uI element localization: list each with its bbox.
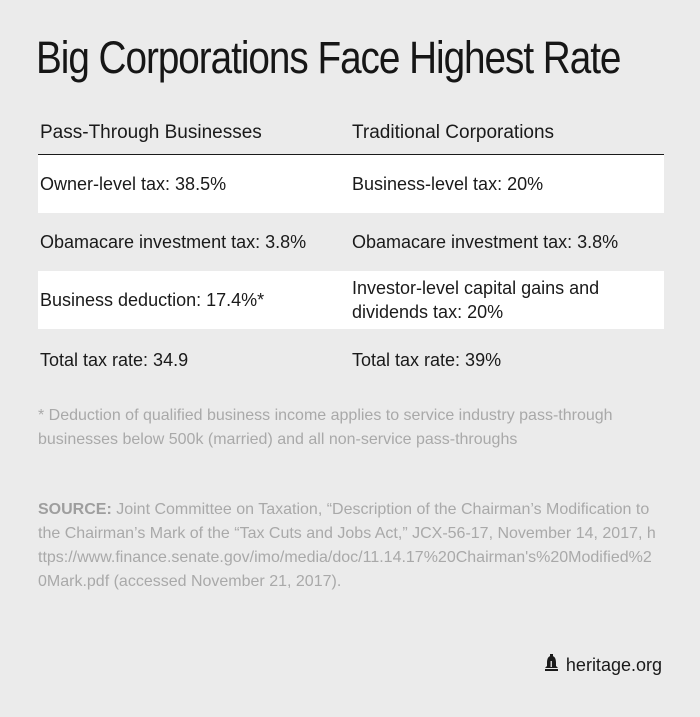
table-cell: Business-level tax: 20%: [352, 174, 544, 194]
table-row: Obamacare investment tax: 3.8% Obamacare…: [38, 213, 664, 271]
liberty-bell-icon: [544, 654, 559, 676]
column-header-corporations: Traditional Corporations: [352, 122, 555, 143]
table-row: Business deduction: 17.4%* Investor-leve…: [38, 271, 664, 329]
page-title: Big Corporations Face Highest Rate: [36, 32, 621, 83]
footnote: * Deduction of qualified business income…: [38, 407, 613, 448]
table-cell: Total tax rate: 39%: [352, 350, 502, 370]
brand-text[interactable]: heritage.org: [565, 654, 662, 675]
brand: heritage.org: [544, 654, 662, 676]
table-cell: Investor-level capital gains and dividen…: [352, 278, 600, 322]
column-header-pass-through: Pass-Through Businesses: [40, 122, 262, 143]
table-cell: Obamacare investment tax: 3.8%: [352, 232, 619, 252]
source-label: SOURCE:: [38, 501, 112, 518]
comparison-table: Pass-Through Businesses Traditional Corp…: [38, 112, 664, 391]
table-row-total: Total tax rate: 34.9 Total tax rate: 39%: [38, 329, 664, 391]
table-cell: Obamacare investment tax: 3.8%: [40, 232, 307, 252]
table-row: Owner-level tax: 38.5% Business-level ta…: [38, 155, 664, 213]
table-header: Pass-Through Businesses Traditional Corp…: [38, 112, 664, 155]
table-cell: Business deduction: 17.4%*: [40, 290, 265, 310]
source-text: Joint Committee on Taxation, “Descriptio…: [38, 501, 656, 590]
table-cell: Owner-level tax: 38.5%: [40, 174, 227, 194]
source-citation: SOURCE: Joint Committee on Taxation, “De…: [38, 498, 658, 594]
table-cell: Total tax rate: 34.9: [40, 350, 189, 370]
